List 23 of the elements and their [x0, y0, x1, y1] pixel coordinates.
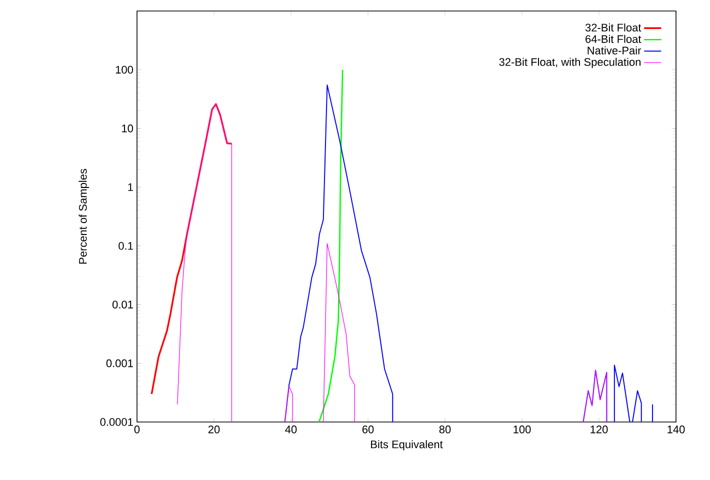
- y-tick-label: 0.0001: [100, 418, 133, 426]
- y-tick-label: 1: [128, 183, 133, 191]
- x-axis-title: Bits Equivalent: [371, 440, 443, 450]
- x-tick-label: 80: [439, 426, 451, 434]
- legend-label: 32-Bit Float, with Speculation: [499, 58, 640, 68]
- y-tick-label: 10: [122, 124, 134, 132]
- y-tick-label: 0.001: [106, 359, 133, 368]
- x-tick-label: 0: [134, 426, 140, 434]
- x-tick-label: 120: [590, 426, 608, 434]
- line-series: [150, 103, 233, 395]
- y-axis-title: Percent of Samples: [78, 168, 89, 264]
- x-tick-label: 60: [362, 426, 374, 434]
- x-tick-label: 20: [208, 426, 220, 434]
- line-series: [318, 69, 344, 422]
- legend-label: Native-Pair: [588, 46, 642, 54]
- x-tick-label: 100: [514, 426, 531, 434]
- legend-label: 64-Bit Float: [586, 34, 642, 43]
- y-tick-label: 0.1: [118, 242, 133, 250]
- x-tick-label: 140: [668, 426, 685, 434]
- x-tick-label: 40: [285, 426, 297, 434]
- y-tick-label: 0.01: [112, 300, 133, 308]
- legend-label: 32-Bit Float: [585, 23, 642, 32]
- y-tick-label: 100: [116, 66, 134, 74]
